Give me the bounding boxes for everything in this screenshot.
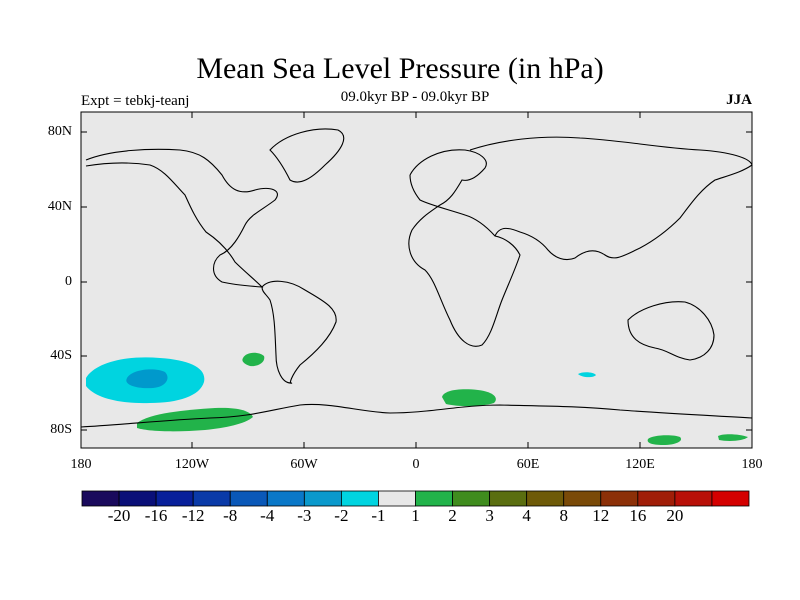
colorbar-label: -12 [181,506,205,525]
colorbar-swatch [415,490,453,507]
anomaly-south-atlantic-positive-small [242,352,265,367]
lon-label-60e: 60E [516,457,540,472]
lat-label-0: 0 [65,274,72,289]
lon-label-0: 0 [412,457,420,472]
chart-subtitle: 09.0kyr BP - 09.0kyr BP [340,89,490,105]
colorbar-swatch [340,490,379,507]
experiment-label: Expt = tebkj-teanj [81,93,190,109]
lat-label-40s: 40S [50,348,72,363]
lon-label-120e: 120E [625,457,655,472]
colorbar-swatch [229,490,268,507]
colorbar-swatch [378,490,416,507]
south-america-coast [261,280,337,384]
colorbar-label: 20 [666,506,684,525]
colorbar-label: -3 [297,506,312,525]
anomaly-indian-ocean-negative [578,372,596,378]
coastlines [80,128,753,428]
anomaly-south-pacific-negative-core [126,369,168,389]
lon-label-180e: 180 [741,457,763,472]
europe-africa-coast [408,149,521,347]
colorbar-label: 4 [522,506,531,525]
colorbar-swatch [526,490,565,507]
asia-coast [469,136,753,261]
colorbar-swatch [303,490,342,507]
lat-label-80n: 80N [47,124,72,139]
colorbar-swatch [711,490,750,507]
colorbar-label: 12 [592,506,610,525]
colorbar-swatch [155,490,194,507]
anomaly-antarctic-ross-positive [718,434,748,441]
colorbar-swatch [600,490,639,507]
colorbar-label: -2 [334,506,349,525]
axis-ticks [81,112,752,448]
anomaly-antarctic-pacific-positive [137,407,253,432]
greenland-coast [269,128,345,183]
anomaly-south-atlantic-positive [442,389,496,407]
colorbar-label: -8 [223,506,238,525]
australia-coast [627,301,715,361]
colorbar-swatch [489,490,528,507]
colorbar [81,490,750,507]
colorbar-swatch [192,490,231,507]
anomaly-layer [86,352,748,445]
lon-label-60w: 60W [290,457,318,472]
north-america-coast [85,148,278,288]
antarctica-coast [80,403,753,428]
lat-label-40n: 40N [47,199,72,214]
colorbar-label: -1 [371,506,386,525]
chart-title: Mean Sea Level Pressure (in hPa) [196,52,604,85]
colorbar-swatch [81,490,120,507]
colorbar-swatch [452,490,491,507]
anomaly-antarctic-australia-positive [647,435,682,445]
colorbar-swatch [266,490,305,507]
lon-label-180w: 180 [70,457,92,472]
colorbar-label: -16 [144,506,168,525]
colorbar-label: -20 [107,506,131,525]
colorbar-label: 1 [411,506,420,525]
colorbar-swatch [563,490,602,507]
colorbar-label: 16 [629,506,647,525]
colorbar-label: 2 [448,506,457,525]
colorbar-swatch [637,490,676,507]
colorbar-label: 8 [559,506,568,525]
colorbar-swatch [674,490,713,507]
lat-label-80s: 80S [50,422,72,437]
lon-label-120w: 120W [174,457,210,472]
colorbar-label: 3 [485,506,494,525]
season-label: JJA [726,92,752,108]
colorbar-label: -4 [260,506,275,525]
colorbar-swatch [118,490,157,507]
